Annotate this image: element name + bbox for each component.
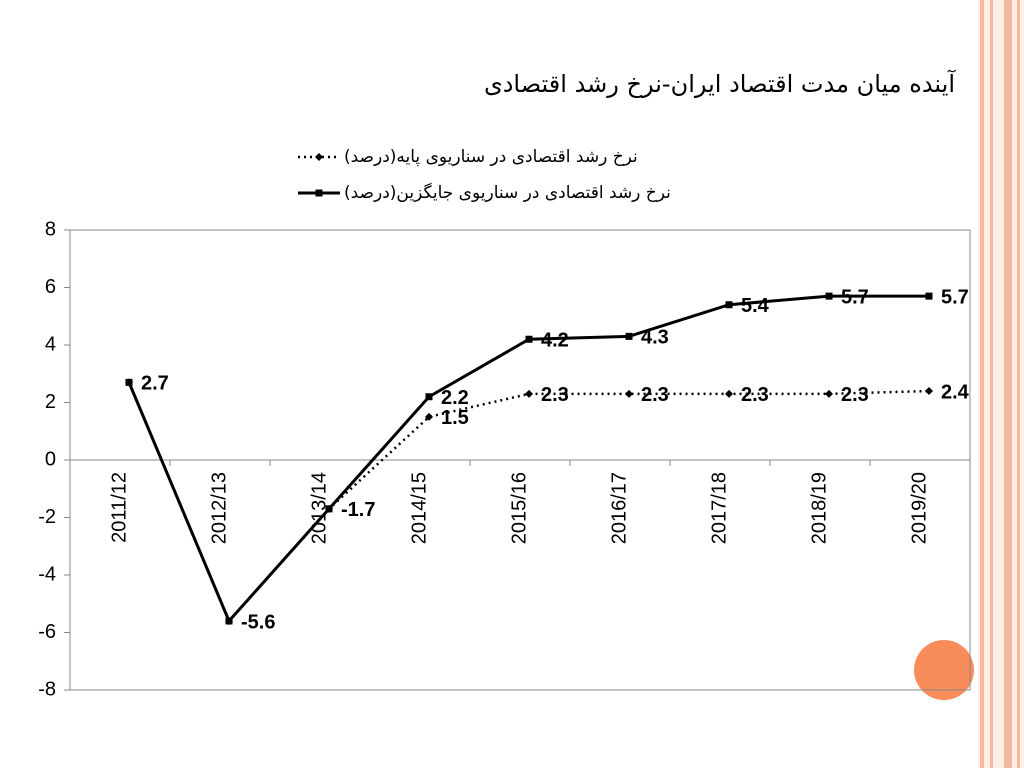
- border-stripe: [1017, 0, 1020, 768]
- x-tick-label: 2017/18: [708, 472, 730, 544]
- point-marker: [125, 378, 133, 386]
- x-tick-label: 2019/20: [908, 472, 930, 544]
- data-label: 2.2: [441, 387, 469, 409]
- border-stripe: [980, 0, 984, 768]
- y-tick-label: 2: [45, 391, 56, 413]
- chart-title: آینده میان مدت اقتصاد ایران-نرخ رشد اقتص…: [484, 69, 956, 98]
- data-label: 4.2: [541, 330, 569, 352]
- data-label: 2.3: [641, 384, 669, 406]
- y-tick-label: -2: [38, 506, 56, 528]
- point-marker: [525, 389, 533, 398]
- legend-label: نرخ رشد اقتصادی در سناریوی جایگزین(درصد): [344, 182, 671, 203]
- x-tick-label: 2015/16: [508, 472, 530, 544]
- x-tick-label: 2018/19: [808, 472, 830, 544]
- y-tick-label: -8: [38, 678, 56, 700]
- point-marker: [725, 301, 733, 309]
- point-marker: [425, 412, 433, 421]
- point-marker: [925, 292, 933, 300]
- x-tick-label: 2011/12: [108, 472, 130, 543]
- legend-label: نرخ رشد اقتصادی در سناریوی پایه(درصد): [344, 147, 638, 167]
- data-label: 5.4: [741, 295, 770, 317]
- decor-circle: [914, 640, 974, 700]
- data-label: 1.5: [441, 407, 469, 429]
- data-label: 2.4: [941, 381, 970, 403]
- legend-marker: [315, 189, 323, 197]
- data-label: 2.3: [741, 384, 769, 406]
- point-marker: [525, 335, 533, 343]
- y-tick-label: -4: [38, 563, 56, 585]
- x-tick-label: 2016/17: [608, 472, 630, 544]
- point-marker: [925, 387, 933, 395]
- point-marker: [725, 389, 733, 398]
- data-label: 5.7: [941, 286, 969, 308]
- point-marker: [625, 389, 633, 398]
- border-stripe: [1004, 0, 1012, 768]
- point-marker: [425, 393, 433, 401]
- data-label: -5.6: [241, 611, 275, 633]
- x-tick-label: 2014/15: [408, 472, 430, 544]
- y-tick-label: 0: [45, 448, 56, 470]
- point-marker: [825, 292, 833, 300]
- y-tick-label: 6: [45, 276, 56, 298]
- y-tick-label: -6: [38, 621, 56, 643]
- border-stripe: [990, 0, 993, 768]
- data-label: 2.7: [141, 373, 169, 395]
- border-band: [978, 0, 1024, 768]
- point-marker: [625, 332, 633, 340]
- series-line: [127, 294, 929, 624]
- point-marker: [325, 505, 333, 513]
- data-label: 4.3: [641, 327, 669, 349]
- data-label: 5.7: [841, 286, 869, 308]
- data-label: 2.3: [541, 384, 569, 406]
- legend-marker: [315, 153, 323, 161]
- point-marker: [225, 617, 233, 625]
- data-label: -1.7: [341, 499, 375, 521]
- x-tick-label: 2012/13: [208, 472, 230, 544]
- y-tick-label: 4: [45, 333, 56, 355]
- data-label: 2.3: [841, 384, 869, 406]
- y-tick-label: 8: [45, 218, 56, 240]
- point-marker: [825, 389, 833, 398]
